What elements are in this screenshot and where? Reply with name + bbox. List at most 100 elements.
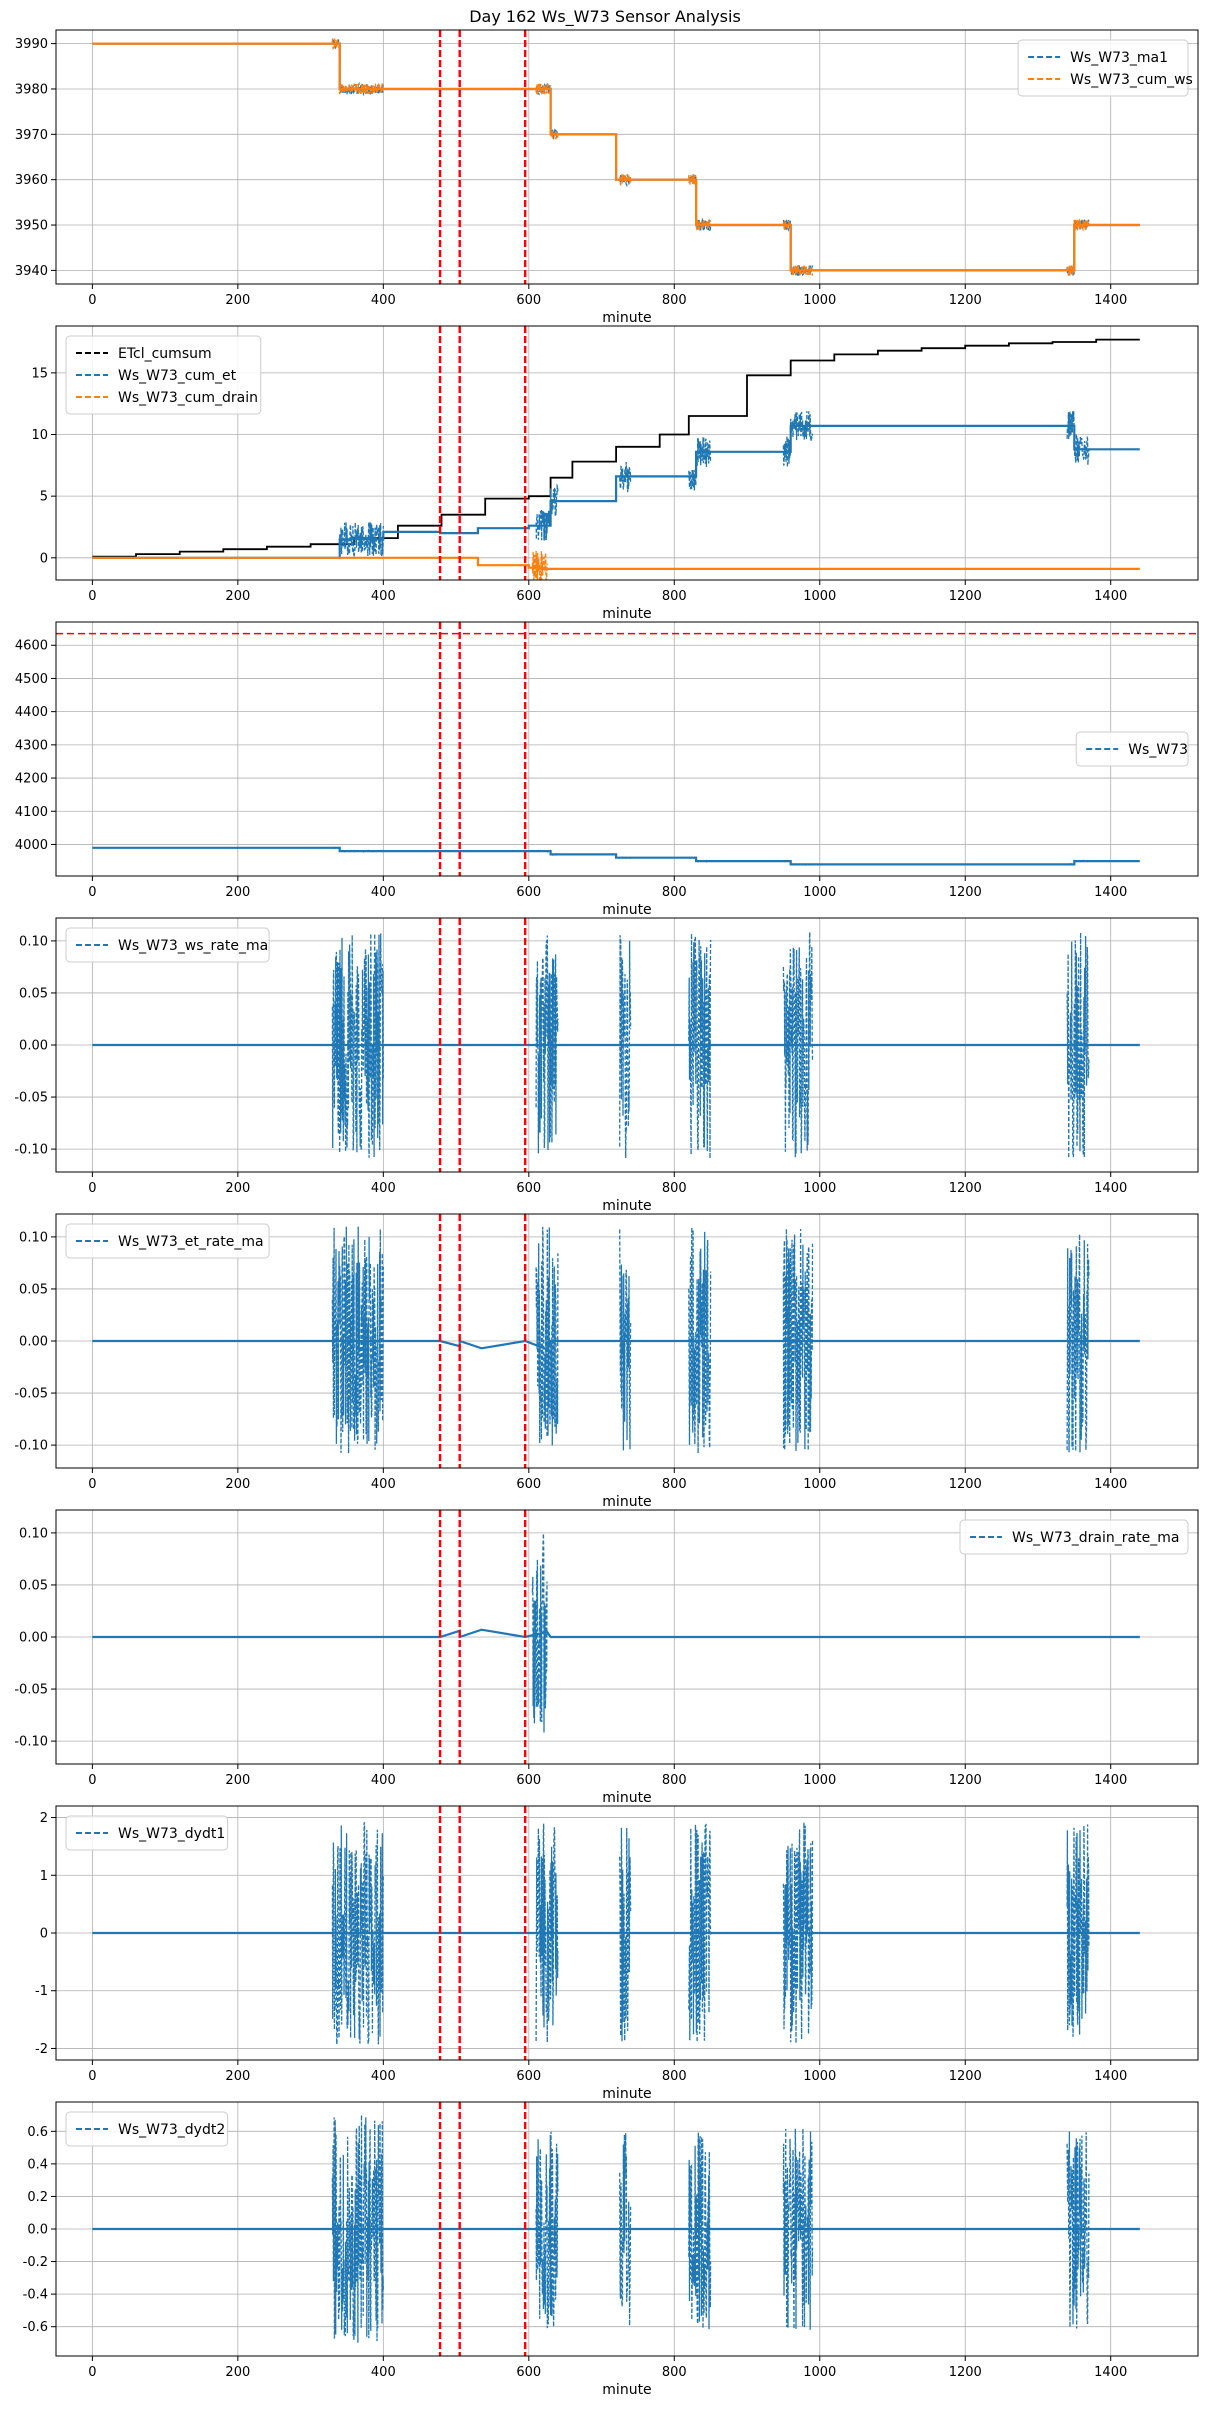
x-tick-label: 0 xyxy=(88,1181,96,1196)
legend-entry: Ws_W73_cum_et xyxy=(118,368,237,384)
legend-box xyxy=(65,1815,229,1851)
series-burst-Ws_W73 xyxy=(332,846,384,853)
x-axis-label: minute xyxy=(602,1790,651,1806)
x-tick-label: 1200 xyxy=(949,1477,982,1492)
x-tick-label: 1000 xyxy=(803,2365,836,2380)
x-tick-label: 1000 xyxy=(803,1773,836,1788)
series-line-Ws_W73_drain_rate_ma xyxy=(92,1628,1140,1639)
y-tick-label: 4600 xyxy=(15,639,48,654)
plot-area xyxy=(92,338,1140,580)
series-burst-Ws_W73_cum_ws xyxy=(1066,218,1090,276)
x-axis-label: minute xyxy=(602,310,651,326)
series-burst-Ws_W73 xyxy=(619,856,632,860)
y-tick-label: 0.05 xyxy=(19,1578,48,1593)
series-burst-Ws_W73_dydt2 xyxy=(535,2131,559,2329)
x-tick-label: 200 xyxy=(225,885,250,900)
x-tick-label: 1200 xyxy=(949,2365,982,2380)
legend: Ws_W73_dydt2 xyxy=(65,2111,229,2147)
y-tick-label: 3950 xyxy=(15,219,48,234)
y-tick-label: 0.10 xyxy=(19,1526,48,1541)
y-tick-label: -0.2 xyxy=(23,2255,48,2270)
series-burst-Ws_W73_ws_rate_ma xyxy=(535,935,559,1154)
y-tick-label: -0.05 xyxy=(14,1683,48,1698)
y-tick-label: 0.00 xyxy=(19,1335,48,1350)
series-burst-Ws_W73_dydt1 xyxy=(619,1827,632,2042)
series-burst-Ws_W73_et_rate_ma xyxy=(535,1226,559,1446)
y-tick-label: -1 xyxy=(35,1984,48,1999)
y-tick-label: 15 xyxy=(31,366,48,381)
subplot-7: 0 200 400 600 800 1000 1200 1400 -2 -1 0 1 2 minute Ws… xyxy=(35,1805,1199,2102)
x-tick-label: 0 xyxy=(88,2365,96,2380)
series-burst-Ws_W73_cum_et xyxy=(619,461,632,493)
y-tick-label: -2 xyxy=(35,2042,48,2057)
x-tick-label: 200 xyxy=(225,1477,250,1492)
axes-frame xyxy=(55,917,1199,1173)
series-burst-Ws_W73_dydt1 xyxy=(782,1822,814,2044)
series-burst-Ws_W73_cum_ws xyxy=(535,83,559,140)
x-tick-label: 200 xyxy=(225,2069,250,2084)
series-burst-Ws_W73_cum_et xyxy=(782,411,814,468)
legend-entry: Ws_W73_ws_rate_ma xyxy=(118,938,268,954)
series-burst-Ws_W73 xyxy=(535,849,559,857)
legend: Ws_W73_ws_rate_ma xyxy=(65,927,270,963)
series-burst-Ws_W73_ws_rate_ma xyxy=(619,935,632,1159)
series-line-Ws_W73_cum_et xyxy=(92,424,1140,559)
legend-entry: Ws_W73_ma1 xyxy=(1070,50,1168,66)
x-tick-label: 400 xyxy=(371,1181,396,1196)
plot-area xyxy=(92,1226,1140,1454)
figure-title: Day 162 Ws_W73 Sensor Analysis xyxy=(469,7,741,27)
x-tick-label: 600 xyxy=(516,1181,541,1196)
y-tick-label: 0.05 xyxy=(19,1282,48,1297)
y-tick-label: 3960 xyxy=(15,173,48,188)
x-tick-label: 1200 xyxy=(949,1181,982,1196)
series-burst-Ws_W73_cum_ws xyxy=(619,174,632,187)
subplot-6: 0 200 400 600 800 1000 1200 1400 -0.10 -0.05 0.00 0… xyxy=(14,1509,1199,1806)
subplot-1: 0 200 400 600 800 1000 1200 1400 3940 3950 3960 397… xyxy=(15,29,1199,326)
axes-frame xyxy=(55,1213,1199,1469)
x-tick-label: 1200 xyxy=(949,1773,982,1788)
x-tick-label: 1000 xyxy=(803,293,836,308)
x-axis-label: minute xyxy=(602,1198,651,1214)
legend-entry: Ws_W73_cum_ws xyxy=(1070,72,1193,88)
x-axis-label: minute xyxy=(602,2382,651,2398)
y-tick-label: 0 xyxy=(40,1927,48,1942)
x-tick-label: 1400 xyxy=(1094,589,1127,604)
series-burst-Ws_W73_ws_rate_ma xyxy=(331,933,384,1158)
x-tick-label: 600 xyxy=(516,1477,541,1492)
plot-area xyxy=(92,2114,1140,2343)
series-line-Ws_W73_et_rate_ma xyxy=(92,1339,1140,1351)
x-tick-label: 800 xyxy=(662,1181,687,1196)
series-burst-Ws_W73_dydt1 xyxy=(535,1823,559,2043)
series-burst-Ws_W73_cum_drain xyxy=(531,550,548,580)
x-tick-label: 400 xyxy=(371,1773,396,1788)
series-burst-Ws_W73_cum_et xyxy=(1066,411,1090,466)
series-burst-Ws_W73 xyxy=(782,859,813,867)
x-tick-label: 1400 xyxy=(1094,2069,1127,2084)
legend-entry: Ws_W73_dydt1 xyxy=(118,1826,225,1842)
series-burst-Ws_W73_cum_ws xyxy=(331,37,384,95)
subplot-5: 0 200 400 600 800 1000 1200 1400 -0.10 -0.05 0.00 0… xyxy=(14,1213,1199,1510)
axes-frame xyxy=(55,2101,1199,2357)
y-tick-label: -0.10 xyxy=(14,1143,48,1158)
x-tick-label: 200 xyxy=(225,1773,250,1788)
y-tick-label: 4100 xyxy=(15,805,48,820)
legend-box xyxy=(1075,731,1189,767)
y-tick-label: 0.05 xyxy=(19,986,48,1001)
y-tick-label: 3980 xyxy=(15,82,48,97)
x-tick-label: 1400 xyxy=(1094,1181,1127,1196)
series-burst-Ws_W73_dydt2 xyxy=(688,2132,712,2330)
x-axis-label: minute xyxy=(602,1494,651,1510)
series-line-Ws_W73_cum_drain xyxy=(92,556,1140,570)
series-burst-Ws_W73 xyxy=(688,856,711,863)
x-tick-label: 1000 xyxy=(803,1477,836,1492)
x-tick-label: 0 xyxy=(88,885,96,900)
legend: Ws_W73_et_rate_ma xyxy=(65,1223,270,1259)
x-tick-label: 1400 xyxy=(1094,1477,1127,1492)
x-tick-label: 400 xyxy=(371,2365,396,2380)
y-tick-label: -0.4 xyxy=(23,2288,48,2303)
legend-box xyxy=(65,2111,229,2147)
y-tick-label: 0.10 xyxy=(19,1230,48,1245)
y-tick-label: -0.05 xyxy=(14,1091,48,1106)
x-tick-label: 400 xyxy=(371,293,396,308)
x-axis-label: minute xyxy=(602,2086,651,2102)
